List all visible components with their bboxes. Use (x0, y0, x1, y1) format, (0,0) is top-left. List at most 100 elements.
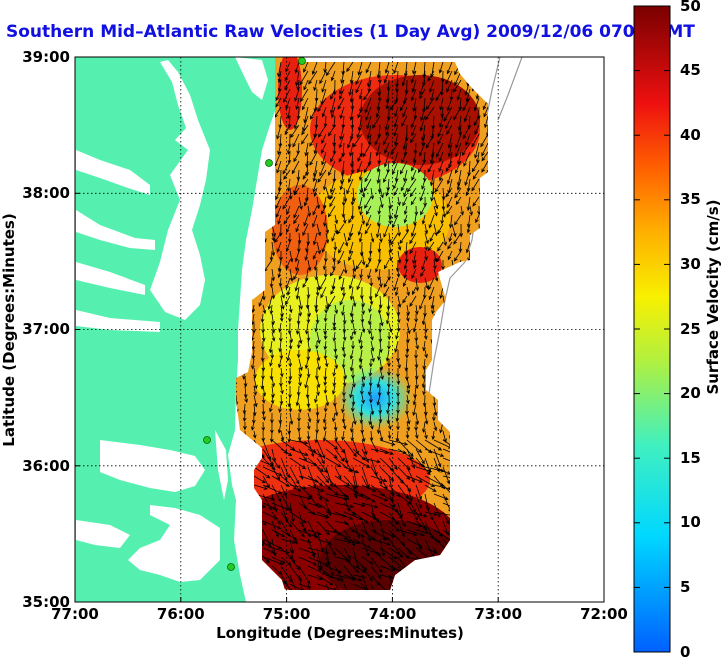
velocity-arrow (321, 133, 327, 144)
velocity-arrow (361, 214, 366, 226)
velocity-arrow (424, 502, 434, 521)
velocity-arrow (352, 511, 369, 524)
velocity-arrow (279, 367, 284, 378)
velocity-arrow (323, 376, 328, 387)
velocity-arrow (316, 376, 321, 389)
velocity-arrow (406, 178, 417, 193)
velocity-arrow (410, 115, 417, 129)
velocity-arrow (399, 160, 408, 175)
velocity-arrow (278, 277, 283, 288)
velocity-arrow (412, 394, 417, 406)
velocity-arrow (277, 61, 282, 78)
velocity-arrow (338, 241, 345, 254)
velocity-arrow (414, 304, 419, 316)
velocity-arrow (397, 502, 403, 519)
velocity-arrow (448, 214, 453, 229)
velocity-arrow (332, 412, 336, 423)
velocity-arrow (405, 313, 410, 323)
velocity-arrow (285, 295, 291, 306)
velocity-arrow (362, 142, 372, 158)
velocity-arrow (280, 295, 285, 310)
velocity-arrow (366, 70, 372, 88)
velocity-arrow (421, 376, 426, 389)
velocity-arrow (309, 106, 318, 120)
velocity-arrow (358, 88, 363, 100)
velocity-arrow (323, 349, 328, 360)
velocity-arrow (436, 142, 444, 158)
velocity-arrow (442, 466, 451, 485)
velocity-arrow (409, 187, 417, 198)
velocity-arrow (316, 466, 330, 484)
velocity-arrow (370, 421, 374, 430)
velocity-arrow (343, 259, 348, 275)
velocity-arrow (365, 61, 372, 74)
velocity-arrow (307, 403, 311, 413)
velocity-arrow (412, 97, 417, 113)
velocity-arrow (393, 124, 399, 137)
velocity-arrow (316, 385, 320, 397)
velocity-arrow (446, 79, 453, 93)
velocity-arrow (242, 412, 247, 423)
velocity-arrow (343, 466, 360, 474)
velocity-arrow (395, 412, 400, 423)
velocity-arrow (348, 223, 354, 237)
velocity-arrow (397, 250, 402, 264)
velocity-arrow (370, 574, 381, 586)
velocity-arrow (336, 223, 345, 235)
velocity-arrow (289, 457, 307, 470)
velocity-arrow (329, 268, 336, 277)
velocity-arrow (388, 511, 399, 526)
velocity-arrow (383, 70, 390, 84)
velocity-arrow (415, 340, 419, 350)
velocity-arrow (262, 412, 266, 422)
velocity-arrow (399, 232, 408, 245)
velocity-arrow (316, 493, 330, 502)
velocity-arrow (412, 151, 417, 164)
velocity-arrow (288, 358, 293, 368)
velocity-arrow (385, 97, 390, 110)
velocity-arrow (304, 376, 309, 389)
velocity-arrow (315, 313, 320, 324)
velocity-arrow (350, 313, 355, 324)
velocity-arrow (433, 196, 439, 210)
velocity-arrow (305, 385, 310, 399)
velocity-arrow (415, 520, 428, 531)
velocity-arrow (387, 430, 392, 440)
velocity-arrow (412, 250, 417, 265)
velocity-arrow (271, 232, 276, 242)
velocity-arrow (424, 223, 429, 235)
velocity-arrow (481, 142, 488, 157)
x-tick-label: 74:00 (369, 605, 417, 623)
velocity-arrow (325, 565, 343, 574)
velocity-arrow (352, 466, 359, 490)
velocity-arrow (388, 439, 409, 446)
velocity-arrow (343, 574, 363, 582)
velocity-arrow (251, 358, 255, 370)
velocity-arrow (339, 124, 345, 141)
velocity-arrow (338, 268, 345, 281)
velocity-arrow (293, 205, 300, 219)
velocity-arrow (397, 520, 405, 538)
velocity-arrow (421, 259, 426, 271)
velocity-arrow (330, 286, 336, 295)
velocity-arrow (462, 124, 471, 140)
velocity-arrow (388, 547, 404, 558)
velocity-arrow (361, 457, 381, 464)
velocity-arrow (343, 484, 364, 497)
velocity-arrow (361, 250, 366, 266)
velocity-arrow (427, 70, 435, 82)
velocity-arrow (393, 178, 399, 190)
velocity-arrow (411, 223, 417, 238)
velocity-arrow (433, 448, 442, 468)
velocity-arrow (355, 259, 363, 270)
velocity-arrow (453, 232, 462, 245)
velocity-arrow (262, 385, 267, 397)
velocity-arrow (341, 196, 346, 207)
velocity-arrow (421, 133, 426, 147)
velocity-arrow (361, 295, 365, 308)
x-tick-label: 76:00 (157, 605, 205, 623)
velocity-arrow (289, 250, 294, 263)
velocity-arrow (295, 322, 300, 335)
velocity-arrow (349, 304, 354, 318)
velocity-arrow (414, 350, 418, 360)
